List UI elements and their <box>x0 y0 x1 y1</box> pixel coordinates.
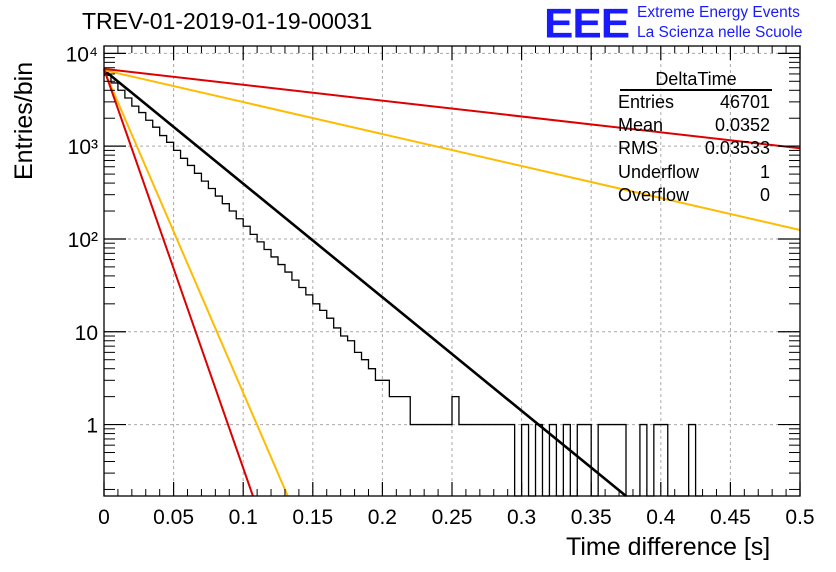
stats-row-entries: Entries 46701 <box>614 91 780 114</box>
logo-line-2: La Scienza nelle Scuole <box>637 24 803 41</box>
fit-curve <box>103 67 801 150</box>
stats-value: 1 <box>759 161 770 182</box>
x-axis-title: Time difference [s] <box>566 533 771 561</box>
histogram-outline <box>104 74 703 497</box>
x-tick-label: 0.35 <box>571 506 612 529</box>
stats-label: Overflow <box>618 184 690 205</box>
x-tick-label: 0.25 <box>432 506 473 529</box>
eee-logo: EEE <box>544 0 630 47</box>
y-tick-label: 10⁴ <box>66 43 98 66</box>
fit-curve <box>103 69 801 231</box>
y-tick-label: 10³ <box>68 136 98 159</box>
stats-row-rms: RMS 0.03533 <box>614 137 780 160</box>
chart-title: TREV-01-2019-01-19-00031 <box>82 8 373 34</box>
stats-row-mean: Mean 0.0352 <box>614 114 780 137</box>
y-tick-label: 10² <box>68 229 98 252</box>
fit-curves <box>103 67 801 498</box>
stats-label: Entries <box>618 92 675 112</box>
y-axis-title: Entries/bin <box>10 61 38 180</box>
stats-label: Mean <box>618 115 664 136</box>
fit-curve <box>103 68 254 497</box>
fit-curve <box>103 69 627 498</box>
stats-box: DeltaTime Entries 46701 Mean 0.0352 RMS … <box>614 69 780 207</box>
stats-value: 0 <box>759 184 770 205</box>
logo-caption: Extreme Energy Events La Scienza nelle S… <box>637 3 802 43</box>
x-tick-label: 0.4 <box>646 506 676 529</box>
stats-row-overflow: Overflow 0 <box>614 184 780 207</box>
stats-value: 46701 <box>719 92 770 112</box>
x-axis-ticks: 0 0.05 0.1 0.15 0.2 0.25 0.3 0.35 0.4 0.45 0.5 <box>98 46 815 529</box>
x-tick-label: 0.2 <box>368 506 397 529</box>
x-tick-label: 0 <box>98 506 110 529</box>
logo-line-1: Extreme Energy Events <box>637 4 800 21</box>
x-tick-label: 0.1 <box>229 506 258 529</box>
x-tick-label: 0.05 <box>153 506 194 529</box>
stats-title: DeltaTime <box>620 69 772 91</box>
x-tick-label: 0.5 <box>785 506 814 529</box>
y-tick-label: 1 <box>86 415 98 438</box>
fit-curve <box>103 69 289 497</box>
x-tick-label: 0.3 <box>507 506 536 529</box>
x-tick-label: 0.45 <box>710 506 751 529</box>
y-tick-label: 10 <box>75 322 98 345</box>
stats-row-underflow: Underflow 1 <box>614 161 780 184</box>
stats-value: 0.0352 <box>714 115 770 136</box>
stats-label: Underflow <box>618 161 700 182</box>
stats-label: RMS <box>618 138 658 159</box>
stats-value: 0.03533 <box>704 138 770 159</box>
x-tick-label: 0.15 <box>292 506 333 529</box>
